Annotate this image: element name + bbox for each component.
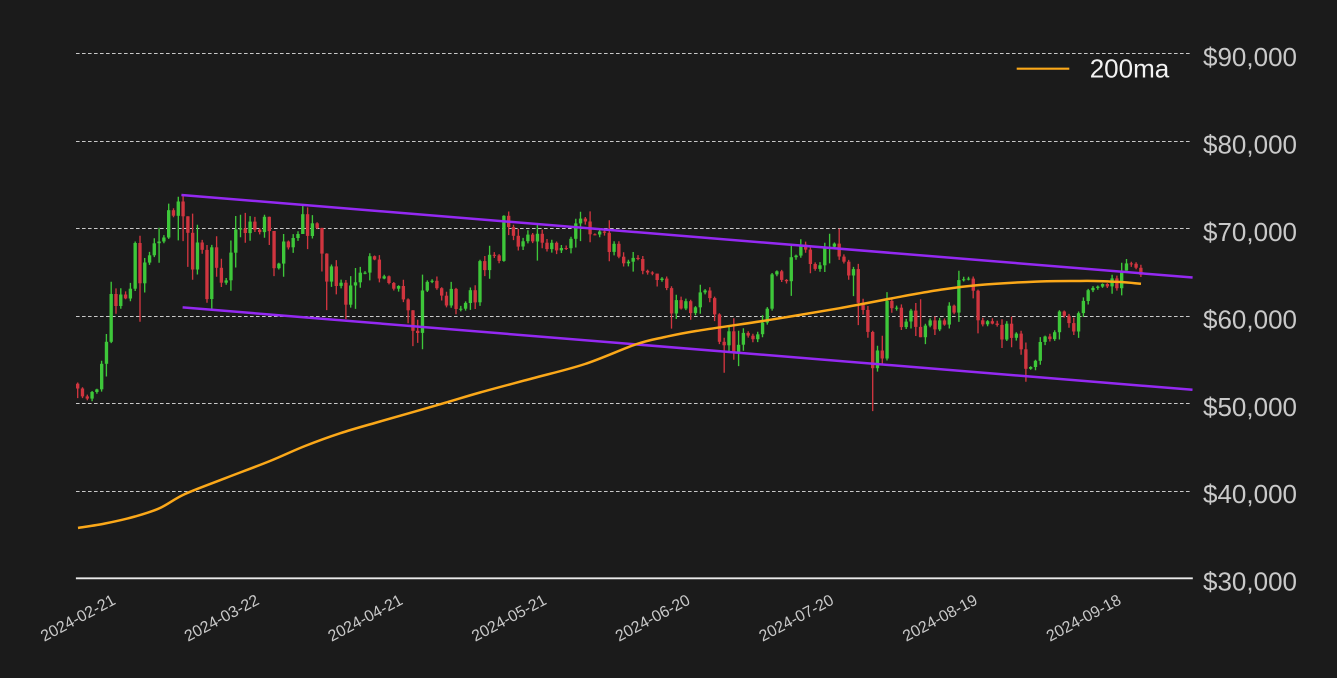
- svg-text:$60,000: $60,000: [1203, 304, 1297, 334]
- svg-text:$90,000: $90,000: [1203, 42, 1297, 72]
- svg-text:200ma: 200ma: [1090, 54, 1170, 84]
- svg-text:$80,000: $80,000: [1203, 129, 1297, 159]
- svg-text:$70,000: $70,000: [1203, 217, 1297, 247]
- svg-text:$50,000: $50,000: [1203, 392, 1297, 422]
- svg-text:$40,000: $40,000: [1203, 479, 1297, 509]
- svg-text:$30,000: $30,000: [1203, 567, 1297, 597]
